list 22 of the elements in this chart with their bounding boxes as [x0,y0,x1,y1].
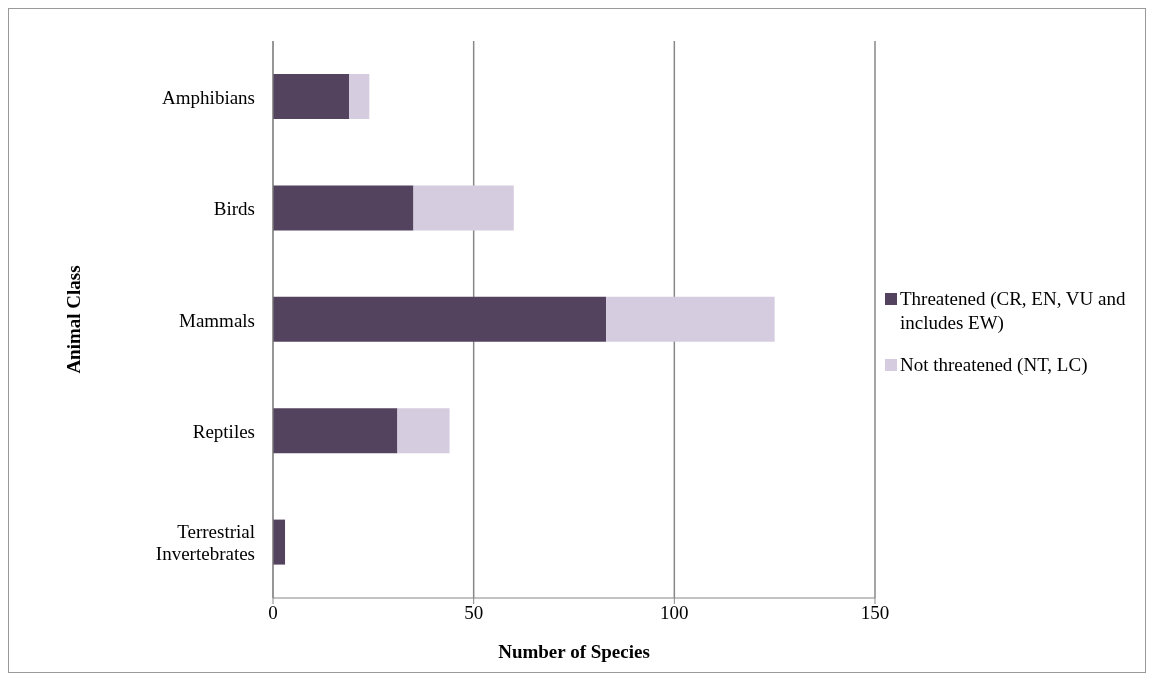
x-axis-title: Number of Species [498,641,650,662]
bar [273,185,414,231]
x-tick-label: 0 [268,602,278,624]
y-tick-label: Birds [213,197,255,219]
bar [273,408,398,454]
bar [397,408,450,454]
y-tick-label: Reptiles [192,420,255,442]
y-axis-title: Animal Class [62,265,84,374]
legend-label: Threatened (CR, EN, VU and includes EW) [900,286,1127,335]
bar [273,296,607,342]
bar [413,185,514,231]
y-tick-label: Mammals [179,309,255,330]
bar [273,74,350,119]
y-tick-label: Amphibians [162,86,255,108]
bar [273,519,286,565]
legend-label: Not threatened (NT, LC) [900,352,1088,377]
x-tick-label: 150 [860,602,890,624]
x-tick-label: 50 [464,602,484,624]
bar [349,74,370,119]
x-tick-label: 100 [660,602,689,624]
y-tick-label: Terrestrial Invertebrates [155,520,255,564]
bar [606,296,775,342]
